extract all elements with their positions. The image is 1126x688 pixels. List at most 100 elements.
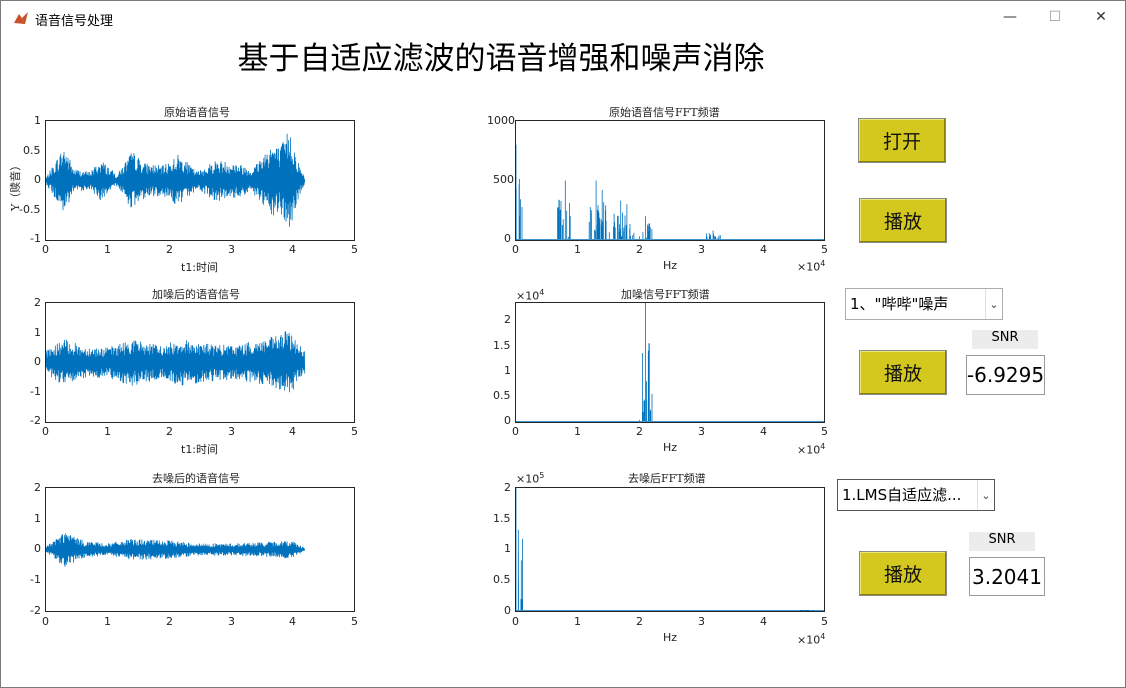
signal-trace: [513, 303, 824, 422]
ytick: -1: [30, 385, 41, 398]
xtick: 5: [351, 615, 358, 628]
ytick: 2: [34, 481, 41, 494]
signal-trace: [508, 488, 824, 611]
xtick: 3: [698, 243, 705, 256]
ytick: -0.5: [19, 203, 41, 216]
play-original-button[interactable]: 播放: [859, 198, 947, 243]
xtick: 1: [104, 243, 111, 256]
play-noisy-button[interactable]: 播放: [859, 350, 947, 395]
close-button[interactable]: ✕: [1095, 9, 1107, 25]
chevron-down-icon: ⌄: [977, 480, 994, 510]
ytick: 1.5: [493, 512, 511, 525]
xtick: 2: [636, 615, 643, 628]
noisy-time-xlabel: t1:时间: [181, 443, 219, 456]
ytick: 1: [34, 326, 41, 339]
orig-time-axes[interactable]: [45, 120, 355, 241]
page-title: 基于自适应滤波的语音增强和噪声消除: [237, 41, 765, 77]
denoised-time-waveform: [45, 533, 306, 567]
xtick: 2: [166, 243, 173, 256]
filter-type-value: 1.LMS自适应滤...: [842, 486, 962, 504]
xtick: 4: [289, 425, 296, 438]
xtick: 4: [760, 425, 767, 438]
ytick: 0: [34, 173, 41, 186]
ytick: 1000: [487, 114, 515, 127]
noisy-fft-axes[interactable]: [513, 302, 825, 423]
ytick: 2: [34, 296, 41, 309]
xtick: 5: [821, 243, 828, 256]
xtick: 5: [821, 425, 828, 438]
xtick: 2: [166, 425, 173, 438]
xtick: 3: [698, 425, 705, 438]
orig-fft-xlabel: Hz: [663, 259, 678, 272]
signal-trace: [45, 331, 306, 393]
signal-trace: [45, 533, 306, 567]
xtick: 4: [760, 615, 767, 628]
orig-time-xlabel: t1:时间: [181, 261, 219, 274]
ytick: 0: [34, 542, 41, 555]
play-denoised-button[interactable]: 播放: [859, 551, 947, 596]
noisy-fft-spectrum: [513, 303, 824, 422]
noise-type-select[interactable]: 1、"哔哔"噪声 ⌄: [845, 288, 1003, 320]
noisy-fft-xlabel: Hz: [663, 441, 678, 454]
signal-trace: [508, 144, 824, 240]
xtick: 0: [512, 615, 519, 628]
xtick: 3: [698, 615, 705, 628]
snr-label-denoised: SNR: [969, 532, 1035, 551]
xtick: 0: [512, 243, 519, 256]
open-button[interactable]: 打开: [858, 118, 946, 163]
orig-fft-spectrum: [508, 144, 824, 240]
title-bar: 语音信号处理 — ☐ ✕: [1, 1, 1125, 35]
noisy-time-title: 加噪后的语音信号: [152, 288, 240, 301]
denoised-fft-spectrum: [508, 488, 824, 611]
ytick: 1.5: [493, 339, 511, 352]
xtick: 2: [166, 615, 173, 628]
ytick: 1: [34, 114, 41, 127]
filter-type-select[interactable]: 1.LMS自适应滤... ⌄: [837, 479, 995, 511]
xtick: 1: [574, 615, 581, 628]
ytick: 2: [504, 481, 511, 494]
ytick: -2: [30, 604, 41, 617]
noisy-fft-x-exponent: ×104: [797, 442, 826, 457]
snr-label-noisy: SNR: [972, 330, 1038, 349]
matlab-icon: [14, 12, 28, 24]
ytick: 0.5: [493, 389, 511, 402]
minimize-button[interactable]: —: [1003, 9, 1017, 25]
snr-value-denoised: 3.2041: [969, 557, 1045, 596]
noisy-fft-title: 加噪信号FFT频谱: [621, 288, 710, 301]
xtick: 3: [228, 615, 235, 628]
xtick: 3: [228, 425, 235, 438]
denoised-time-axes[interactable]: [45, 487, 355, 612]
xtick: 0: [512, 425, 519, 438]
ytick: 0: [504, 232, 511, 245]
xtick: 1: [574, 243, 581, 256]
ytick: 0: [504, 604, 511, 617]
denoised-fft-x-exponent: ×104: [797, 632, 826, 647]
denoised-fft-xlabel: Hz: [663, 631, 678, 644]
noisy-fft-y-exponent: ×104: [516, 288, 545, 303]
ytick: 1: [34, 512, 41, 525]
orig-fft-title: 原始语音信号FFT频谱: [609, 106, 720, 119]
xtick: 4: [289, 615, 296, 628]
denoised-fft-axes[interactable]: [508, 487, 825, 612]
orig-fft-x-exponent: ×104: [797, 259, 826, 274]
snr-value-noisy: -6.9295: [966, 355, 1045, 395]
denoised-fft-title: 去噪后FFT频谱: [628, 472, 706, 485]
ytick: 0.5: [493, 573, 511, 586]
xtick: 4: [760, 243, 767, 256]
orig-time-title: 原始语音信号: [164, 106, 230, 119]
xtick: 0: [42, 243, 49, 256]
maximize-button[interactable]: ☐: [1048, 9, 1062, 25]
xtick: 5: [351, 243, 358, 256]
window-title: 语音信号处理: [35, 14, 114, 29]
noisy-time-axes[interactable]: [45, 302, 355, 423]
chevron-down-icon: ⌄: [985, 289, 1002, 319]
xtick: 5: [821, 615, 828, 628]
ytick: 1: [504, 542, 511, 555]
xtick: 1: [104, 425, 111, 438]
ytick: -2: [30, 414, 41, 427]
xtick: 1: [574, 425, 581, 438]
xtick: 5: [351, 425, 358, 438]
orig-fft-axes[interactable]: [508, 120, 825, 241]
orig-time-waveform: [45, 133, 306, 227]
